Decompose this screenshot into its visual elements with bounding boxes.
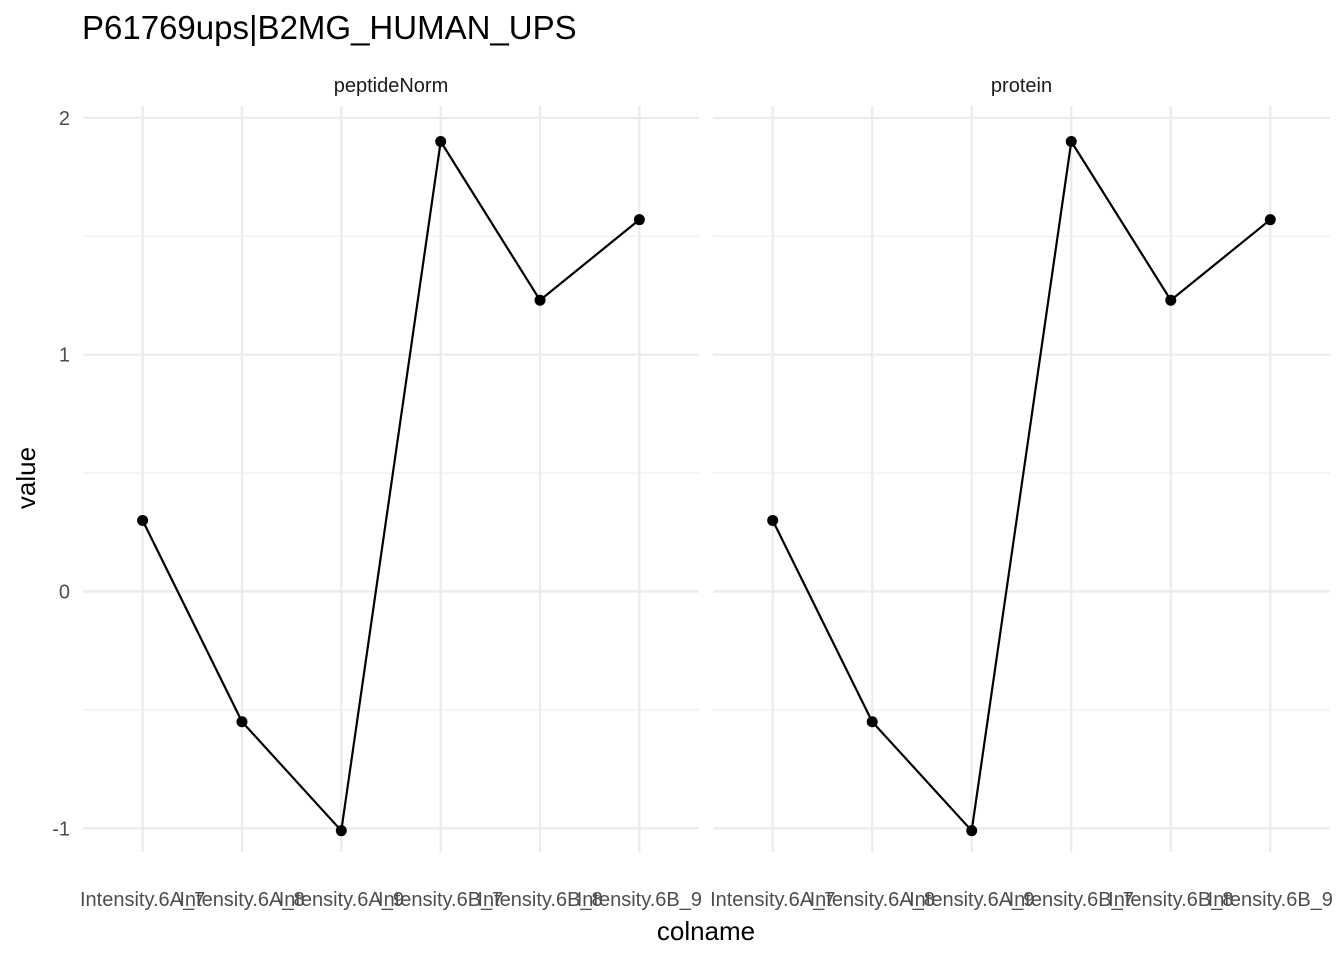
data-point [236,716,248,728]
x-tick-label: Intensity.6A_8 [810,889,935,911]
data-point [534,294,546,306]
data-point [633,214,645,226]
facet-panel-1: proteinIntensity.6A_7Intensity.6A_8Inten… [710,75,1333,911]
data-point [866,716,878,728]
data-point [966,825,978,837]
facet-strip-label: peptideNorm [334,75,449,97]
x-tick-label: Intensity.6A_8 [179,889,304,911]
data-point [1065,136,1077,148]
x-tick-label: Intensity.6B_8 [1108,889,1233,911]
chart-title: P61769ups|B2MG_HUMAN_UPS [82,9,577,46]
facet-panels: peptideNorm-1012Intensity.6A_7Intensity.… [52,75,1333,911]
data-point [435,136,447,148]
x-tick-label: Intensity.6A_7 [710,889,835,911]
x-tick-label: Intensity.6B_9 [577,889,702,911]
y-tick-label: 1 [59,345,70,367]
x-tick-label: Intensity.6B_8 [477,889,602,911]
x-tick-label: Intensity.6B_7 [378,889,503,911]
x-tick-label: Intensity.6A_7 [80,889,205,911]
y-tick-label: -1 [52,818,70,840]
data-point [335,825,347,837]
x-tick-label: Intensity.6A_9 [279,889,404,911]
series-line [771,138,1271,834]
x-axis-title: colname [657,916,755,946]
data-point [1264,214,1276,226]
series-line [141,138,641,834]
facet-strip-label: protein [991,75,1052,97]
y-tick-label: 0 [59,581,70,603]
data-point [767,514,779,526]
data-point [137,514,149,526]
x-tick-label: Intensity.6B_9 [1208,889,1333,911]
x-tick-label: Intensity.6B_7 [1009,889,1134,911]
y-tick-label: 2 [59,108,70,130]
facet-panel-0: peptideNorm-1012Intensity.6A_7Intensity.… [52,75,702,911]
data-point [1165,294,1177,306]
y-axis-title: value [11,447,41,509]
x-tick-label: Intensity.6A_9 [909,889,1034,911]
